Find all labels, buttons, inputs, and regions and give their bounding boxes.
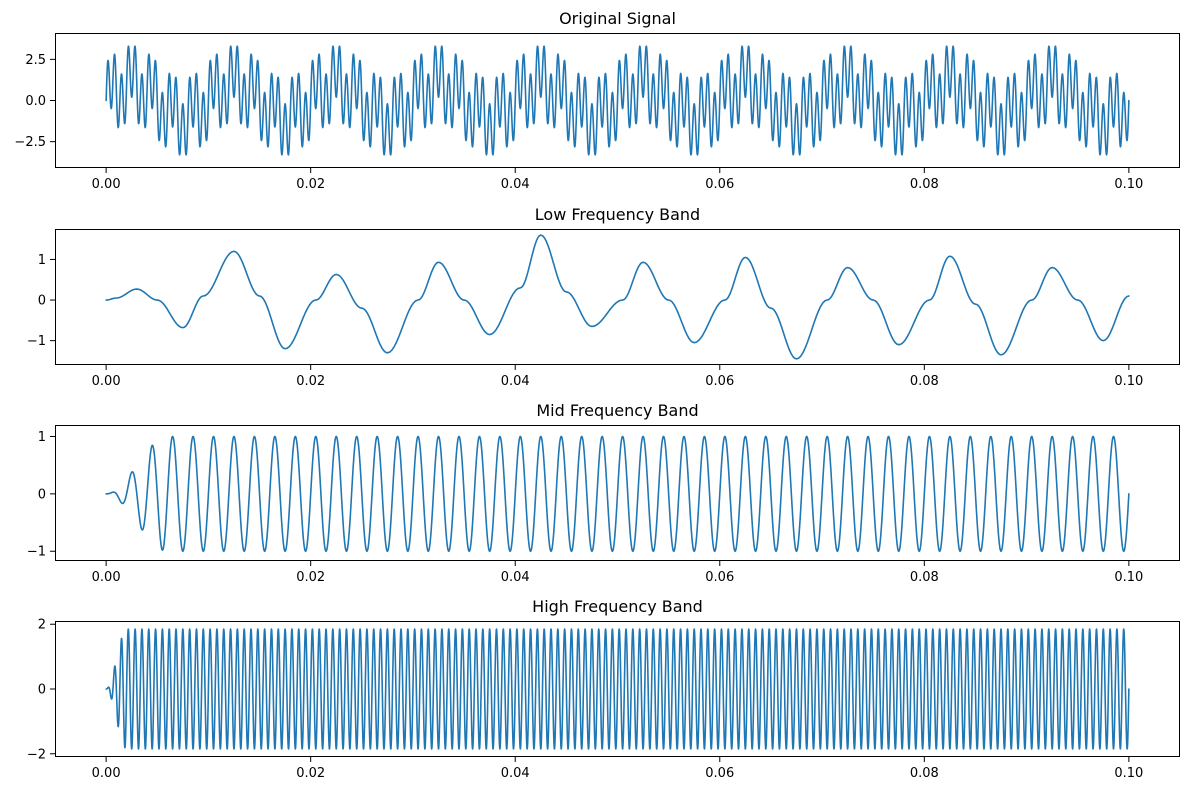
x-tick-label: 0.10 xyxy=(1114,374,1143,389)
y-tick-label: 1 xyxy=(38,430,46,445)
x-tick-label: 0.06 xyxy=(705,570,734,585)
x-tick-label: 0.08 xyxy=(910,374,939,389)
x-tick-label: 0.10 xyxy=(1114,766,1143,781)
y-tick-label: 2.5 xyxy=(25,53,46,68)
series-line-low-frequency-band xyxy=(105,234,1130,360)
x-tick-label: 0.10 xyxy=(1114,177,1143,192)
x-tick-label: 0.00 xyxy=(92,374,121,389)
y-tick-label: 1 xyxy=(38,253,46,268)
series-line-high-frequency-band xyxy=(105,628,1130,750)
y-tick-label: −2 xyxy=(27,747,46,762)
x-tick-label: 0.00 xyxy=(92,766,121,781)
x-tick-label: 0.00 xyxy=(92,570,121,585)
y-tick-label: −1 xyxy=(27,545,46,560)
subplot-high-frequency-band: High Frequency Band 0.00 0.02 0.04 0.06 0.08 0… xyxy=(27,597,1180,781)
series-line-original-signal xyxy=(105,45,1130,156)
x-tick-label: 0.00 xyxy=(92,177,121,192)
axes-frame-mid-frequency-band xyxy=(55,425,1180,561)
chart-title-low-frequency-band: Low Frequency Band xyxy=(535,205,700,224)
axes-frame-original-signal xyxy=(55,33,1180,168)
series-line-mid-frequency-band xyxy=(105,435,1130,553)
x-tick-label: 0.06 xyxy=(705,766,734,781)
y-tick-label: 0 xyxy=(38,487,46,502)
x-tick-label: 0.02 xyxy=(296,177,325,192)
subplot-low-frequency-band: Low Frequency Band 0.00 0.02 0.04 0.06 0.08 0.… xyxy=(27,205,1180,389)
x-tick-label: 0.10 xyxy=(1114,570,1143,585)
y-tick-label: −2.5 xyxy=(14,135,46,150)
x-tick-label: 0.04 xyxy=(501,177,530,192)
axes-frame-high-frequency-band xyxy=(55,621,1180,757)
subplot-mid-frequency-band: Mid Frequency Band 0.00 0.02 0.04 0.06 0.08 0.… xyxy=(27,401,1180,585)
x-tick-label: 0.02 xyxy=(296,766,325,781)
y-tick-label: 2 xyxy=(38,618,46,633)
x-tick-label: 0.04 xyxy=(501,570,530,585)
x-tick-label: 0.04 xyxy=(501,374,530,389)
chart-title-high-frequency-band: High Frequency Band xyxy=(532,597,703,616)
x-tick-label: 0.02 xyxy=(296,374,325,389)
chart-title-original-signal: Original Signal xyxy=(559,9,676,28)
subplot-original-signal: Original Signal 0.00 0.02 0.04 0.06 0.08 0.10 −… xyxy=(14,9,1180,192)
x-tick-label: 0.04 xyxy=(501,766,530,781)
x-tick-label: 0.08 xyxy=(910,177,939,192)
y-tick-label: 0 xyxy=(38,683,46,698)
x-tick-label: 0.06 xyxy=(705,374,734,389)
x-tick-label: 0.06 xyxy=(705,177,734,192)
x-tick-label: 0.02 xyxy=(296,570,325,585)
y-tick-label: 0 xyxy=(38,294,46,309)
chart-title-mid-frequency-band: Mid Frequency Band xyxy=(536,401,698,420)
x-tick-label: 0.08 xyxy=(910,570,939,585)
y-tick-label: 0.0 xyxy=(25,94,46,109)
y-tick-label: −1 xyxy=(27,334,46,349)
x-tick-label: 0.08 xyxy=(910,766,939,781)
axes-frame-low-frequency-band xyxy=(55,229,1180,365)
